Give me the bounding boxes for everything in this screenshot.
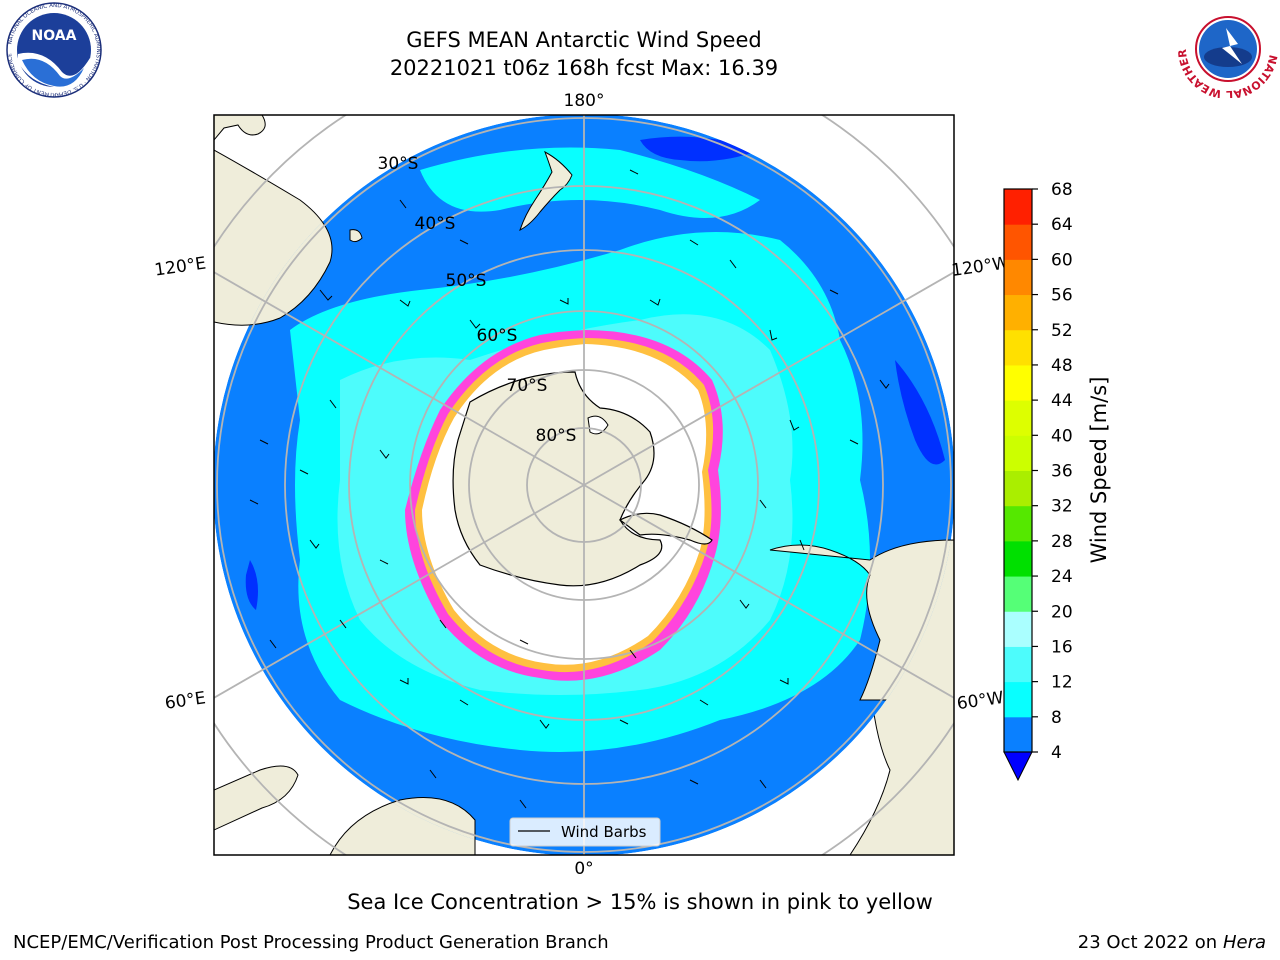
lat-label-30s: 30°S: [378, 154, 419, 174]
colorbar-tick-label: 44: [1051, 391, 1073, 411]
colorbar-tick-label: 32: [1051, 497, 1073, 517]
colorbar-segment: [1004, 224, 1032, 260]
colorbar-segment: [1004, 716, 1032, 753]
footer-left: NCEP/EMC/Verification Post Processing Pr…: [13, 932, 609, 953]
colorbar-segment: [1004, 611, 1032, 647]
noaa-logo: NOAA NATIONAL OCEANIC AND ATMOSPHERIC AD…: [6, 2, 102, 98]
colorbar-tick-label: 16: [1051, 637, 1073, 657]
lon-label-120e: 120°E: [153, 254, 207, 281]
footer-date: 23 Oct 2022 on: [1077, 932, 1223, 953]
wind-barbs: [249, 169, 890, 809]
colorbar-segment: [1004, 329, 1032, 366]
lat-label-60s: 60°S: [477, 326, 518, 346]
colorbar-segment: [1004, 646, 1032, 683]
footer-right: 23 Oct 2022 on Hera: [1078, 932, 1266, 953]
map-legend: Wind Barbs: [509, 817, 661, 847]
colorbar-segment: [1004, 259, 1032, 296]
colorbar-segment: [1004, 189, 1032, 225]
chart-title: GEFS MEAN Antarctic Wind Speed: [406, 28, 762, 52]
colorbar-label: Wind Speed [m/s]: [1087, 377, 1111, 564]
colorbar-tick-label: 24: [1051, 567, 1073, 587]
colorbar-tick-label: 40: [1051, 426, 1073, 446]
colorbar-tick-label: 36: [1051, 462, 1073, 482]
noaa-logo-text: NOAA: [32, 28, 77, 44]
colorbar-tick-label: 8: [1051, 708, 1062, 728]
chart-subtitle: 20221021 t06z 168h fcst Max: 16.39: [389, 56, 779, 80]
colorbar-tick-label: 64: [1051, 215, 1073, 235]
lat-label-50s: 50°S: [446, 271, 487, 291]
colorbar-segment: [1004, 400, 1032, 436]
colorbar-segment: [1004, 576, 1032, 612]
colorbar-tick-label: 20: [1051, 602, 1073, 622]
colorbar-tick-label: 4: [1051, 743, 1062, 763]
colorbar-segment: [1004, 505, 1032, 542]
colorbar-tick-label: 68: [1051, 180, 1073, 200]
colorbar-extend-arrow: [1003, 751, 1033, 782]
colorbar-tick-label: 56: [1051, 286, 1073, 306]
graticule: [214, 115, 954, 855]
lon-label-60w: 60°W: [956, 688, 1005, 714]
colorbar-segment: [1004, 540, 1032, 577]
colorbar-tick-label: 12: [1051, 673, 1073, 693]
lon-label-60e: 60°E: [164, 688, 207, 713]
lat-label-80s: 80°S: [536, 426, 577, 446]
lon-label-180: 180°: [564, 91, 605, 111]
lon-label-0: 0°: [574, 859, 593, 879]
lat-label-70s: 70°S: [507, 376, 548, 396]
colorbar-segment: [1004, 294, 1032, 331]
colorbar-segment: [1004, 470, 1032, 507]
colorbar-tick-label: 52: [1051, 321, 1073, 341]
footer-machine: Hera: [1222, 932, 1266, 953]
colorbar-segment: [1004, 435, 1032, 471]
lat-label-40s: 40°S: [415, 214, 456, 234]
nws-logo: NATIONAL WEATHER SERVICE: [1176, 0, 1280, 98]
legend-label: Wind Barbs: [561, 823, 647, 841]
lon-label-120w: 120°W: [950, 253, 1010, 281]
colorbar-segment: [1004, 364, 1032, 401]
caption: Sea Ice Concentration > 15% is shown in …: [347, 890, 933, 914]
colorbar-segment: [1004, 681, 1032, 718]
colorbar-tick-label: 60: [1051, 250, 1073, 270]
colorbar-tick-label: 48: [1051, 356, 1073, 376]
map-frame: [213, 114, 955, 856]
colorbar-tick-label: 28: [1051, 532, 1073, 552]
